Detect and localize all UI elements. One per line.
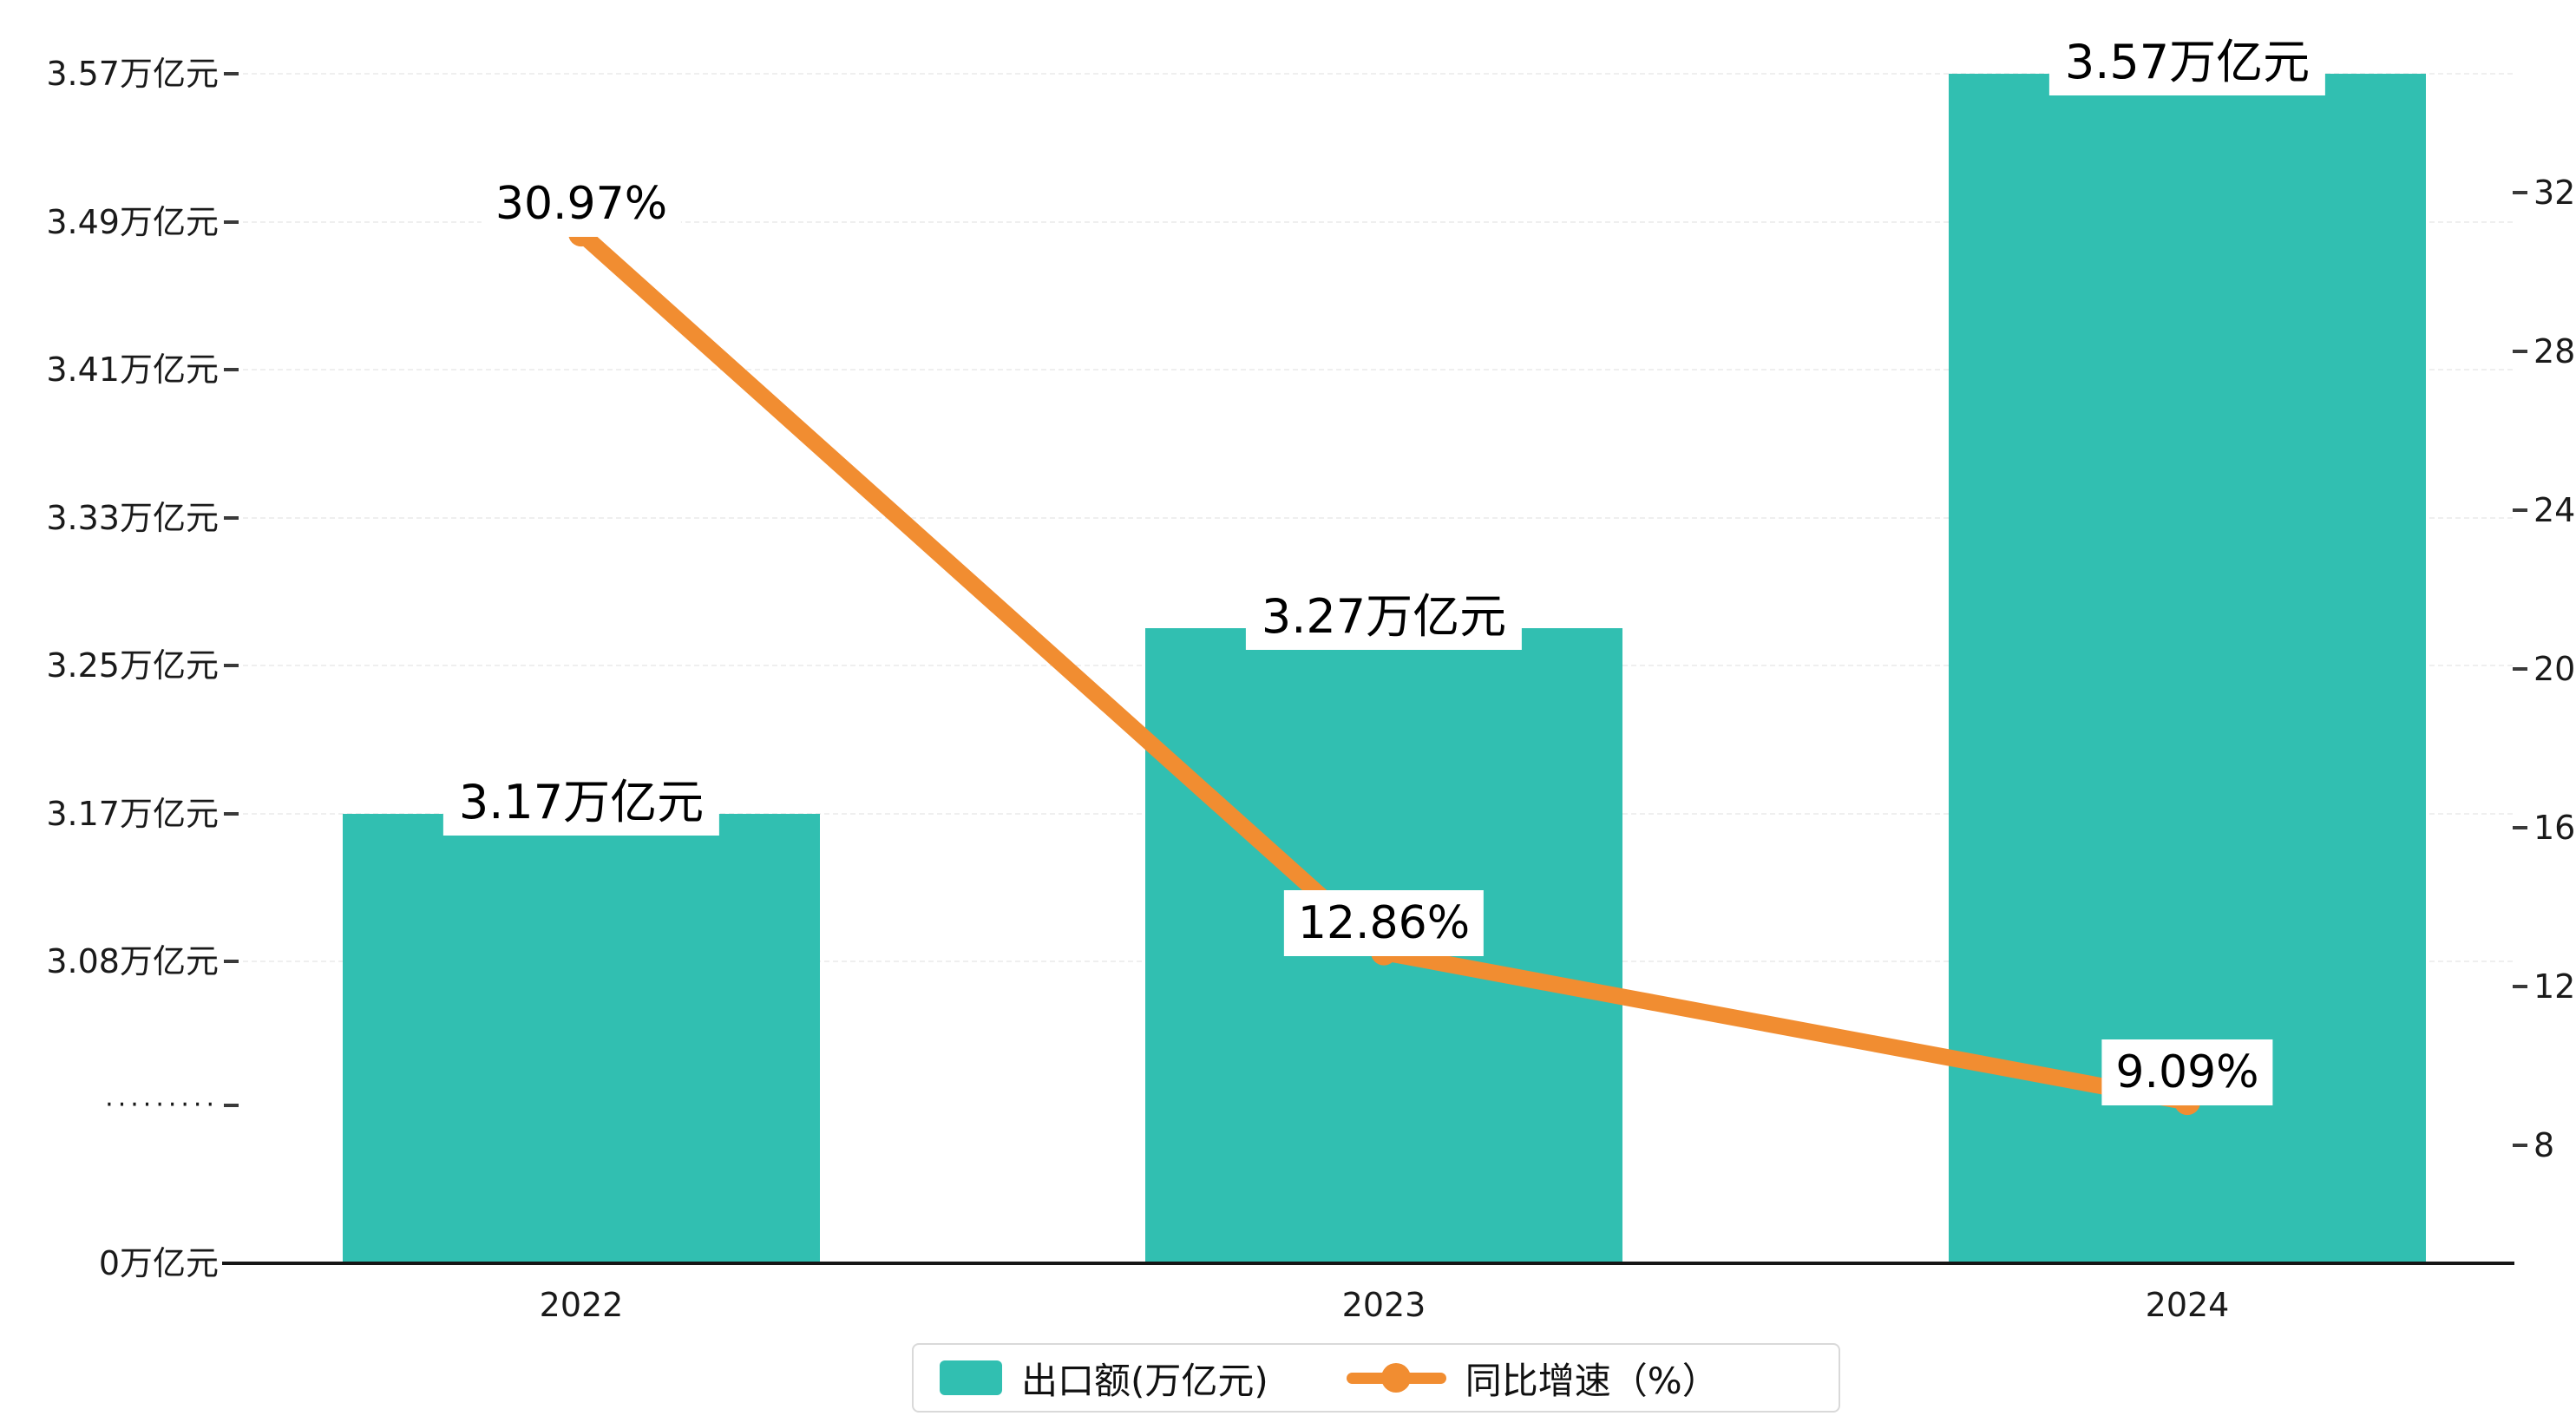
right-axis-tick-label: 16 bbox=[2533, 809, 2576, 847]
left-axis-tick-mark bbox=[224, 1104, 239, 1107]
right-axis-tick-label: 12 bbox=[2533, 967, 2576, 1006]
legend-label-export-value: 出口额(万亿元) bbox=[1021, 1359, 1268, 1402]
bar-swatch-icon bbox=[940, 1360, 1002, 1395]
left-axis-tick-label: ········· bbox=[105, 1090, 219, 1120]
bar-value-label-2023: 3.27万亿元 bbox=[1245, 574, 1523, 651]
left-axis-tick-label: 0万亿元 bbox=[98, 1244, 219, 1282]
right-axis-tick-mark bbox=[2513, 667, 2527, 671]
right-axis-tick-mark bbox=[2513, 985, 2527, 988]
x-axis-tick-label-2022: 2022 bbox=[539, 1286, 624, 1324]
left-axis-tick-label: 3.33万亿元 bbox=[46, 498, 219, 537]
line-value-label-2022: 30.97% bbox=[481, 171, 682, 238]
left-axis-tick-label: 3.08万亿元 bbox=[46, 942, 219, 980]
right-axis-tick-mark bbox=[2513, 350, 2527, 353]
line-dot-icon bbox=[1346, 1363, 1446, 1393]
right-axis-tick-label: 20 bbox=[2533, 650, 2576, 688]
right-axis-tick-mark bbox=[2513, 1144, 2527, 1147]
x-axis-line bbox=[222, 1262, 2514, 1265]
legend: 出口额(万亿元) 同比增速（%） bbox=[912, 1343, 1840, 1413]
right-axis-tick-mark bbox=[2513, 191, 2527, 194]
left-axis-tick-mark bbox=[224, 220, 239, 224]
legend-item-growth-rate[interactable]: 同比增速（%） bbox=[1346, 1352, 1719, 1405]
x-axis-tick-label-2024: 2024 bbox=[2145, 1286, 2230, 1324]
right-axis-tick-label: 8 bbox=[2533, 1126, 2555, 1164]
right-axis-tick-label: 28 bbox=[2533, 332, 2576, 370]
right-axis-tick-label: 24 bbox=[2533, 491, 2576, 529]
left-axis-tick-mark bbox=[224, 515, 239, 520]
left-axis-tick-mark bbox=[224, 811, 239, 816]
x-axis-tick-label-2023: 2023 bbox=[1341, 1286, 1426, 1324]
bar-value-label-2024: 3.57万亿元 bbox=[2048, 20, 2326, 95]
line-value-label-2024: 9.09% bbox=[2101, 1039, 2273, 1106]
left-axis-tick-label: 3.25万亿元 bbox=[46, 646, 219, 685]
left-axis-tick-label: 3.17万亿元 bbox=[46, 794, 219, 833]
left-axis-tick-mark bbox=[224, 368, 239, 371]
left-axis-tick-label: 3.57万亿元 bbox=[46, 55, 219, 93]
line-value-label-2023: 12.86% bbox=[1283, 889, 1485, 956]
gridline bbox=[243, 220, 2513, 223]
left-axis-tick-mark bbox=[224, 960, 239, 963]
left-axis-tick-label: 3.41万亿元 bbox=[46, 351, 219, 389]
right-axis-tick-label: 32 bbox=[2533, 174, 2576, 212]
right-axis-tick-mark bbox=[2513, 826, 2527, 829]
left-axis-tick-label: 3.49万亿元 bbox=[46, 202, 219, 241]
right-axis-tick-mark bbox=[2513, 508, 2527, 512]
legend-label-growth-rate: 同比增速（%） bbox=[1465, 1359, 1719, 1402]
bar-2022[interactable] bbox=[343, 813, 820, 1263]
legend-item-export-value[interactable]: 出口额(万亿元) bbox=[940, 1352, 1268, 1405]
left-axis-tick-mark bbox=[224, 72, 239, 75]
left-axis-tick-mark bbox=[224, 664, 239, 667]
bar-value-label-2022: 3.17万亿元 bbox=[442, 759, 720, 836]
gridline bbox=[243, 73, 2513, 75]
